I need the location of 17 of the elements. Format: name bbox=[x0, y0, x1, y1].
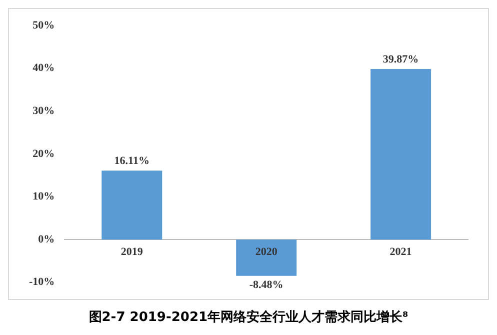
y-tick-label: 30% bbox=[32, 105, 55, 118]
x-tick-label: 2021 bbox=[390, 246, 412, 258]
bar bbox=[236, 240, 297, 276]
y-tick-label: 20% bbox=[32, 148, 55, 160]
y-tick-label: -10% bbox=[28, 276, 55, 288]
bar bbox=[370, 68, 432, 240]
data-label: -8.48% bbox=[249, 279, 284, 292]
y-tick-label: 0% bbox=[38, 233, 55, 246]
data-label: 39.87% bbox=[382, 53, 419, 66]
y-tick-label: 40% bbox=[32, 62, 55, 74]
data-label: 16.11% bbox=[114, 154, 150, 167]
x-tick-label: 2020 bbox=[255, 246, 278, 258]
y-tick-label: 50% bbox=[32, 19, 55, 32]
x-tick-label: 2019 bbox=[120, 246, 144, 258]
y-tick-label: 10% bbox=[32, 190, 55, 203]
bar bbox=[102, 170, 162, 240]
text: 图2-7 2019-2021年网络安全行业人才需求同比增长⁸ bbox=[88, 308, 410, 326]
